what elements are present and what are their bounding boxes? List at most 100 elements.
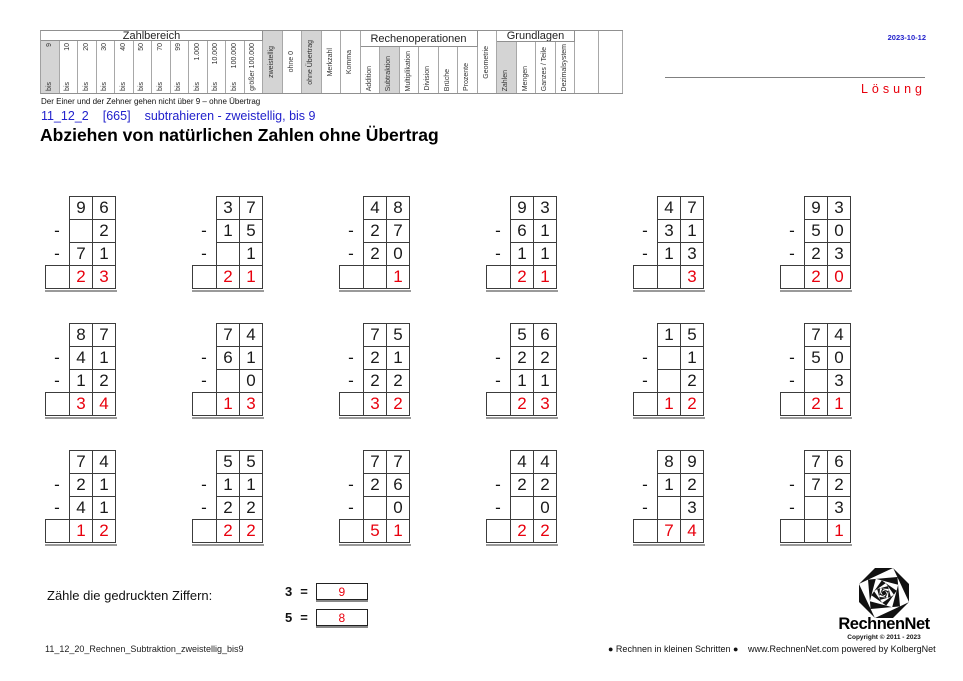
filter-column-label: Addition [365, 65, 373, 91]
result-digit-cell: 3 [239, 392, 263, 416]
page-title: Abziehen von natürlichen Zahlen ohne Übe… [40, 125, 439, 145]
filter-column-label: Brüche [443, 68, 451, 91]
filter-column-value: 70 [156, 43, 164, 51]
digit-cell: 3 [216, 196, 240, 220]
filter-column: Ganzes / Teile [536, 41, 556, 93]
result-overflow-cell [486, 265, 511, 289]
count-answer-value: 9 [338, 584, 346, 599]
digit-cell: 6 [533, 323, 557, 347]
filter-segment: Geometrie [477, 31, 497, 93]
filter-column: Merkzahl [321, 31, 341, 93]
filter-segment: Grundlagen Zahlen Mengen Ganzes / Teile Dezi… [497, 31, 575, 93]
subtrahend-row: -0 [486, 496, 558, 520]
count-answer-box: 9 [315, 583, 368, 600]
digit-cell: 1 [533, 219, 557, 243]
subtrahend-row: -3 [780, 369, 852, 393]
minus-sign: - [54, 498, 60, 517]
result-digit-cell: 1 [386, 519, 410, 543]
digit-cell: 3 [827, 242, 851, 266]
digit-cell: 2 [804, 242, 828, 266]
sign-spacer [486, 196, 510, 220]
digit-cell [363, 496, 387, 520]
digit-cell [657, 369, 681, 393]
filter-columns [575, 31, 623, 93]
digit-cell: 7 [804, 473, 828, 497]
sign-spacer [780, 450, 804, 474]
filter-column-value: 30 [101, 43, 109, 51]
digit-cell: 9 [510, 196, 534, 220]
filter-column: 40 bis [115, 41, 134, 93]
digit-cell: 8 [69, 323, 93, 347]
sign-spacer [486, 323, 510, 347]
minus-sign: - [54, 475, 60, 494]
digit-cell: 3 [680, 496, 704, 520]
result-digit-cell: 2 [510, 519, 534, 543]
minus-sign: - [348, 498, 354, 517]
digit-cell: 0 [827, 219, 851, 243]
digit-cell: 2 [386, 369, 410, 393]
digit-cell: 7 [386, 219, 410, 243]
digit-cell [804, 496, 828, 520]
filter-column-prefix: bis [101, 82, 109, 91]
digit-cell [657, 496, 681, 520]
minus-sign: - [348, 475, 354, 494]
result-overflow-cell [633, 519, 658, 543]
digit-cell [216, 242, 240, 266]
digit-cell: 1 [657, 473, 681, 497]
digit-cell: 5 [216, 450, 240, 474]
digit-cell: 5 [239, 450, 263, 474]
digit-cell: 7 [92, 323, 116, 347]
digit-cell: 4 [92, 450, 116, 474]
result-digit-cell: 5 [363, 519, 387, 543]
result-digit-cell: 1 [386, 265, 410, 289]
filter-group-header: Zahlbereich [41, 31, 263, 42]
rechnennet-spiral-icon [859, 568, 909, 618]
result-digit-cell: 1 [657, 392, 681, 416]
digit-cell: 2 [363, 242, 387, 266]
count-task-row: 3 = 9 [285, 583, 368, 600]
result-digit-cell: 1 [69, 519, 93, 543]
filter-column [599, 31, 623, 93]
minus-sign: - [642, 221, 648, 240]
result-digit-cell: 2 [510, 265, 534, 289]
digit-cell: 2 [363, 219, 387, 243]
result-overflow-cell [780, 519, 805, 543]
digit-cell: 9 [680, 450, 704, 474]
minus-sign: - [495, 221, 501, 240]
digit-cell: 6 [510, 219, 534, 243]
digit-cell: 0 [239, 369, 263, 393]
sign-spacer [339, 450, 363, 474]
filter-column-prefix: bis [119, 82, 127, 91]
digit-cell: 2 [680, 473, 704, 497]
digit-cell: 5 [680, 323, 704, 347]
result-digit-cell: 1 [827, 392, 851, 416]
minus-sign: - [348, 244, 354, 263]
digit-cell: 7 [216, 323, 240, 347]
result-overflow-cell [192, 392, 217, 416]
digit-cell: 3 [680, 242, 704, 266]
result-digit-cell: 2 [216, 519, 240, 543]
minus-sign: - [789, 221, 795, 240]
digit-cell: 1 [533, 242, 557, 266]
filter-group-header: Rechenoperationen [360, 31, 478, 47]
filter-column: Prozente [458, 47, 478, 93]
sign-spacer [780, 323, 804, 347]
digit-cell: 2 [510, 473, 534, 497]
digit-cell: 2 [363, 369, 387, 393]
minus-sign: - [495, 244, 501, 263]
result-digit-cell: 4 [92, 392, 116, 416]
digit-cell: 2 [363, 346, 387, 370]
footer-website: www.RechnenNet.com powered by KolbergNet [748, 644, 936, 654]
